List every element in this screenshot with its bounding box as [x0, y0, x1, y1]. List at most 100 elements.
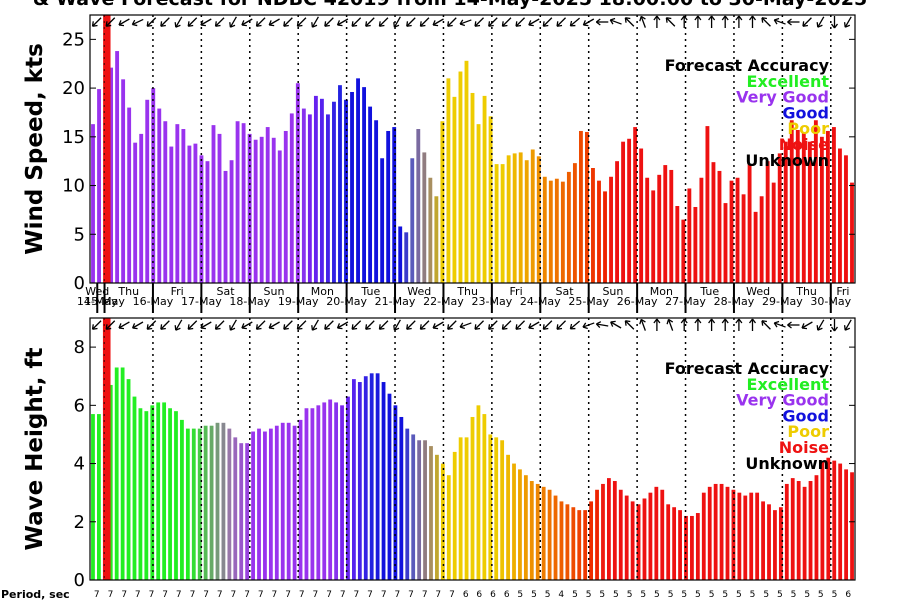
bar: [783, 141, 788, 283]
bar: [251, 431, 255, 580]
day-tick-label: Wed: [746, 285, 770, 298]
arrow-shaft: [393, 319, 401, 331]
period-tick-label: 7: [121, 590, 127, 600]
arrow-shaft: [488, 17, 498, 27]
bar: [352, 379, 356, 580]
bar: [187, 145, 192, 283]
bar: [579, 130, 583, 283]
arrow-shaft: [459, 19, 472, 25]
bar: [577, 510, 582, 580]
bar: [603, 191, 607, 283]
bar: [458, 71, 463, 284]
day-tick-label: Fri: [510, 285, 523, 298]
arrow-head: [91, 21, 98, 27]
bar: [368, 106, 373, 283]
arrow-head: [146, 21, 153, 27]
y-tick-label: 4: [74, 454, 85, 475]
period-tick-label: 7: [435, 590, 441, 600]
direction-arrow: [296, 17, 307, 27]
bar: [844, 155, 848, 283]
arrow-head: [324, 324, 330, 330]
arrow-shaft: [268, 18, 280, 26]
arrow-shaft: [324, 17, 334, 27]
bar: [595, 489, 599, 580]
wind-speed-day-gridlines: [103, 15, 832, 283]
bar: [753, 211, 758, 283]
arrow-shaft: [640, 16, 646, 28]
bar: [185, 428, 190, 580]
bar: [374, 120, 379, 283]
bar: [239, 443, 244, 580]
arrow-shaft: [556, 17, 567, 27]
direction-arrow: [816, 319, 825, 331]
period-tick-label: 5: [599, 590, 605, 600]
day-tick-label: Sun: [264, 285, 285, 298]
arrow-head: [351, 21, 358, 27]
bar: [729, 180, 734, 283]
bar: [747, 164, 752, 283]
arrow-head: [131, 19, 138, 27]
direction-arrow: [268, 18, 280, 27]
bar: [601, 483, 605, 580]
bar: [771, 182, 776, 283]
period-tick-label: 7: [135, 590, 141, 600]
arrow-head: [735, 15, 743, 21]
chart-title: & Wave Forecast for NDBC 42019 from 14-M…: [33, 0, 867, 10]
bar: [156, 402, 161, 580]
arrow-head: [773, 320, 780, 328]
arrow-head: [528, 323, 534, 330]
arrow-shaft: [296, 17, 307, 27]
arrow-head: [214, 21, 221, 27]
arrow-shaft: [610, 19, 622, 25]
wind-speed-bars: [91, 15, 854, 284]
period-tick-label: 7: [108, 590, 114, 600]
bar: [286, 422, 291, 580]
arrow-head: [639, 15, 646, 22]
day-tick-label: Wed: [407, 285, 431, 298]
direction-arrow: [336, 321, 349, 330]
period-tick-label: 7: [231, 590, 237, 600]
bar: [435, 454, 439, 580]
y-tick-label: 20: [62, 78, 85, 99]
direction-arrow: [665, 17, 676, 27]
direction-arrow: [569, 320, 581, 330]
wave-height-day-gridlines: [103, 318, 832, 580]
direction-arrow: [787, 18, 800, 26]
arrow-shaft: [624, 17, 635, 27]
arrow-shaft: [283, 320, 293, 330]
wind-speed-axes-frame: [89, 14, 856, 284]
bar: [699, 177, 704, 283]
legend-title: Forecast Accuracy: [665, 359, 830, 378]
arrow-head: [241, 323, 247, 330]
bar: [554, 178, 559, 283]
direction-arrow: [694, 318, 702, 331]
direction-arrow: [406, 320, 416, 330]
arrow-shaft: [801, 321, 813, 329]
arrow-shaft: [844, 319, 852, 331]
arrow-head: [200, 20, 206, 27]
period-tick-label: 5: [517, 590, 523, 600]
direction-arrow: [515, 320, 526, 330]
bar: [705, 126, 710, 283]
day-tick-label: Tue: [699, 285, 719, 298]
bar: [310, 408, 315, 580]
direction-arrow: [515, 17, 526, 27]
period-tick-label: 5: [668, 590, 674, 600]
arrow-head: [787, 321, 792, 329]
arrow-shaft: [187, 17, 198, 27]
arrow-shaft: [542, 320, 553, 330]
bar: [440, 463, 445, 580]
bar: [97, 89, 101, 283]
arrow-shaft: [337, 321, 349, 329]
day-tick-label: Thu: [117, 285, 139, 298]
bar: [157, 108, 162, 283]
bar: [789, 120, 794, 283]
legend-item-excellent: Excellent: [747, 375, 830, 394]
direction-arrow: [187, 320, 198, 330]
bar: [657, 174, 662, 283]
arrow-shaft: [365, 17, 375, 27]
arrow-shaft: [160, 320, 170, 330]
arrow-shaft: [556, 320, 567, 330]
bar: [326, 114, 330, 284]
